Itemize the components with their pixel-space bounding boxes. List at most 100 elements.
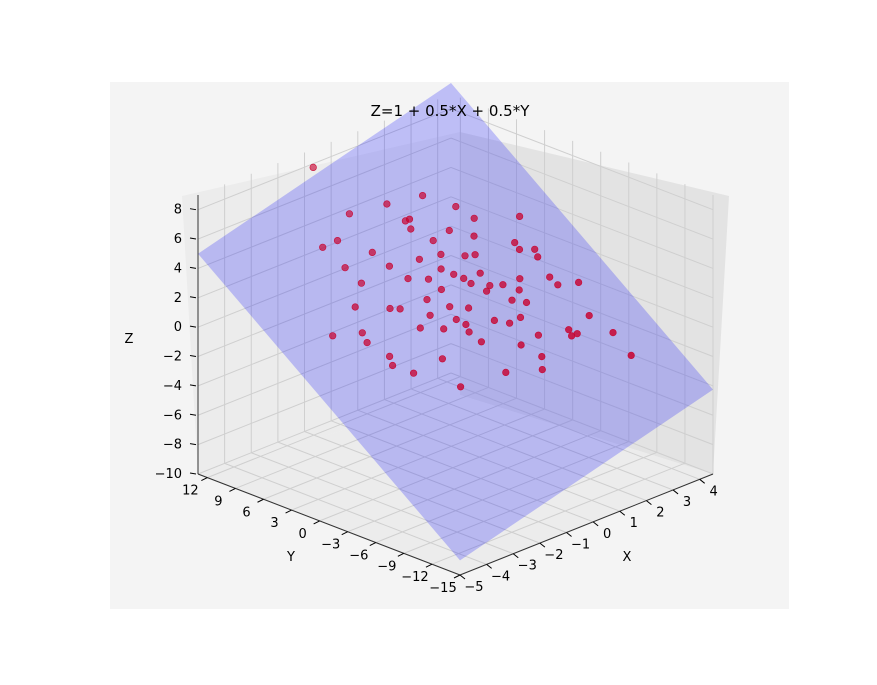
data-point — [437, 250, 445, 258]
data-point — [358, 329, 366, 337]
grid-line-z-right — [450, 343, 714, 446]
data-point — [415, 255, 424, 263]
data-point — [385, 262, 394, 270]
grid-line-z-right — [450, 225, 714, 328]
data-point — [410, 369, 418, 377]
x-tick-mark — [459, 574, 466, 580]
grid-line-z-left — [197, 108, 452, 211]
z-tick-label: −2 — [163, 350, 182, 365]
data-point — [452, 315, 460, 324]
z-tick-label: −6 — [163, 408, 182, 423]
data-point — [389, 361, 397, 370]
grid-line-x-floor — [251, 452, 514, 555]
data-point — [534, 331, 543, 339]
grid-line-z-right — [450, 255, 714, 357]
data-point — [461, 252, 469, 260]
data-point — [437, 265, 445, 273]
axis-lines — [197, 195, 714, 576]
data-point — [516, 275, 524, 283]
grid-line-x-floor — [330, 420, 594, 523]
z-tick-mark — [189, 472, 197, 475]
x-tick-mark — [646, 500, 652, 505]
data-point — [383, 200, 391, 208]
grid-line-y-floor — [207, 376, 461, 479]
data-point — [574, 278, 583, 287]
data-point — [471, 251, 479, 259]
data-point — [502, 368, 510, 377]
data-point — [508, 296, 516, 304]
data-point — [460, 274, 468, 283]
data-point — [534, 253, 542, 261]
y-tick-label: 3 — [270, 516, 278, 531]
y-tick-mark — [201, 477, 208, 482]
y-tick-mark — [369, 542, 377, 546]
data-point — [386, 352, 394, 361]
y-tick-mark — [425, 563, 433, 568]
x-tick-mark — [512, 553, 519, 559]
grid-line-z-right — [450, 313, 714, 416]
data-point — [386, 304, 394, 313]
data-point — [437, 285, 446, 294]
data-point — [423, 296, 431, 304]
x-tick-mark — [699, 478, 705, 484]
data-point — [517, 341, 525, 349]
data-point — [329, 332, 337, 340]
data-point — [483, 287, 491, 295]
data-point — [627, 351, 635, 360]
data-point — [333, 237, 342, 245]
x-tick-label: 3 — [683, 495, 691, 510]
data-point — [506, 319, 514, 327]
z-tick-label: 4 — [174, 261, 182, 276]
z-tick-label: 0 — [174, 320, 182, 335]
y-tick-label: −12 — [401, 570, 428, 585]
x-tick-label: 4 — [710, 484, 718, 499]
data-point — [341, 264, 349, 272]
y-tick-mark — [229, 487, 236, 492]
data-point — [452, 203, 460, 211]
x-axis-label: X — [623, 550, 632, 565]
data-point — [470, 214, 478, 222]
grid-line-y-floor — [347, 430, 601, 533]
data-point — [609, 329, 617, 337]
grid-line-x-floor — [357, 409, 620, 512]
data-point — [450, 270, 458, 278]
data-point — [499, 281, 507, 289]
data-point — [465, 328, 473, 336]
grid-line-z-right — [450, 166, 714, 269]
grid-line-x-floor — [410, 388, 674, 491]
grid-line-z-left — [197, 166, 452, 269]
z-tick-label: −10 — [155, 467, 182, 482]
data-point — [470, 232, 478, 240]
data-point — [522, 298, 531, 307]
y-tick-label: 12 — [182, 484, 199, 499]
z-tick-label: 8 — [174, 203, 182, 218]
z-tick-mark — [189, 237, 197, 240]
z-axis-ticks: 8 6 4 2 0 −2 −4 −6 −8 −10 — [155, 203, 197, 482]
x-tick-label: 2 — [656, 506, 664, 521]
data-point — [531, 245, 539, 253]
data-point — [554, 281, 562, 289]
grid-line-x-floor — [224, 462, 487, 565]
z-tick-label: 6 — [174, 232, 182, 247]
y-axis-line — [197, 473, 461, 576]
y-tick-mark — [257, 498, 264, 503]
y-tick-mark — [285, 509, 292, 514]
data-point — [407, 225, 415, 233]
x-axis-ticks: −5 −4 −3 −2 −1 0 1 2 3 4 — [459, 478, 718, 595]
y-axis-label: Y — [286, 550, 295, 565]
data-point — [424, 275, 433, 283]
grid-line-x-floor — [384, 399, 647, 502]
z-tick-mark — [189, 355, 197, 358]
x-tick-mark — [672, 489, 679, 495]
data-point — [445, 226, 453, 235]
x-tick-mark — [486, 563, 492, 569]
data-point — [515, 212, 524, 220]
data-point — [538, 353, 546, 361]
data-point — [565, 326, 573, 334]
x-axis-line — [459, 473, 714, 576]
data-point — [515, 286, 523, 294]
data-point — [416, 324, 424, 332]
grid-line-x-floor — [437, 377, 700, 480]
x-tick-label: 1 — [630, 516, 638, 531]
z-tick-mark — [189, 413, 197, 416]
